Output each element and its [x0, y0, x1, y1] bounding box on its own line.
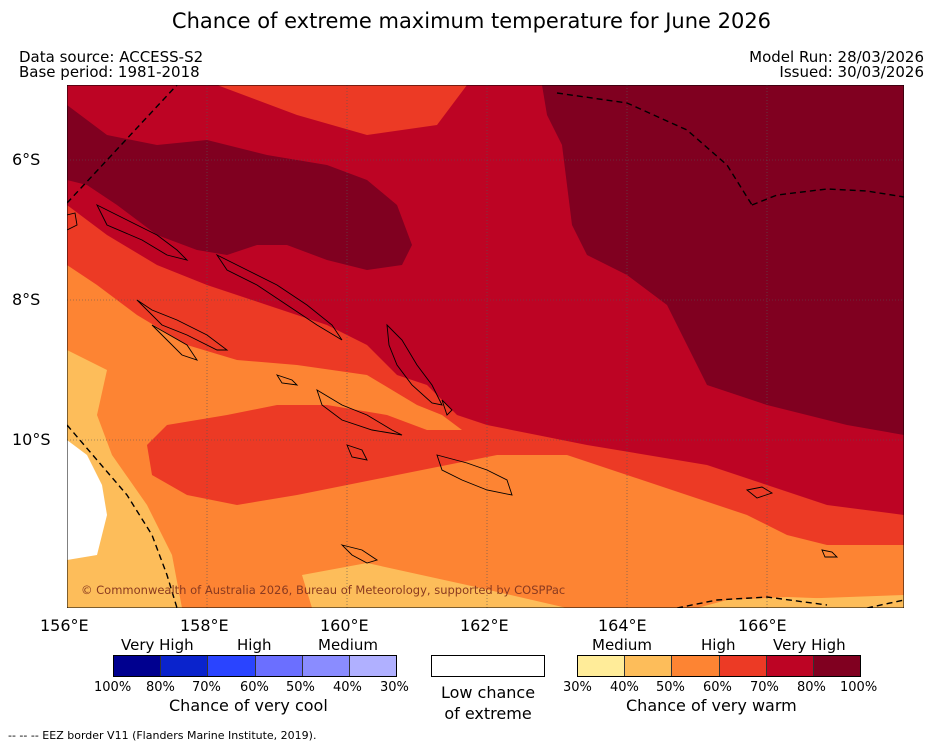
cool-tick-40: 40% — [333, 680, 362, 695]
zone-low — [67, 440, 107, 560]
cool-cat-very-high: Very High — [121, 636, 194, 654]
copyright-notice: © Commonwealth of Australia 2026, Bureau… — [81, 583, 566, 597]
model-run: Model Run: 28/03/2026 — [749, 48, 924, 66]
cool-tick-100: 100% — [94, 680, 132, 695]
cool-cat-high: High — [237, 636, 272, 654]
low-chance-swatch — [431, 655, 545, 677]
data-source: Data source: ACCESS-S2 — [19, 48, 204, 66]
eez-footnote: -- -- -- EEZ border V11 (Flanders Marine… — [8, 729, 317, 742]
low-chance-label: Low chance of extreme — [431, 682, 545, 724]
cool-tick-50: 50% — [286, 680, 315, 695]
warm-swatch-3 — [672, 656, 720, 676]
warm-tick-50: 50% — [656, 680, 685, 695]
zone-80-100-west — [67, 105, 412, 270]
islands — [67, 203, 839, 564]
issued-date: Issued: 30/03/2026 — [779, 63, 924, 81]
warm-cat-medium: Medium — [592, 636, 652, 654]
cool-legend-title: Chance of very cool — [169, 696, 328, 715]
warm-colorbar — [577, 655, 861, 677]
warm-swatch-6 — [813, 656, 861, 676]
base-period: Base period: 1981-2018 — [19, 63, 200, 81]
cool-tick-30: 30% — [380, 680, 409, 695]
chart-title: Chance of extreme maximum temperature fo… — [171, 9, 772, 33]
lon-label-166e: 166°E — [738, 616, 787, 635]
warm-tick-100: 100% — [840, 680, 878, 695]
cool-colorbar — [113, 655, 397, 677]
lat-label-10s: 10°S — [12, 430, 51, 449]
cool-swatch-2 — [161, 656, 209, 676]
warm-cat-very-high: Very High — [773, 636, 846, 654]
cool-swatch-6 — [349, 656, 397, 676]
warm-swatch-2 — [625, 656, 673, 676]
warm-tick-70: 70% — [750, 680, 779, 695]
lon-label-160e: 160°E — [320, 616, 369, 635]
cool-swatch-1 — [114, 656, 162, 676]
warm-tick-30: 30% — [563, 680, 592, 695]
low-chance-line1: Low chance — [440, 683, 536, 702]
warm-legend-title: Chance of very warm — [626, 696, 797, 715]
cool-swatch-5 — [302, 656, 350, 676]
warm-tick-40: 40% — [610, 680, 639, 695]
warm-swatch-5 — [766, 656, 814, 676]
low-chance-line2: of extreme — [444, 704, 532, 723]
meta-right: Model Run: 28/03/2026 Issued: 30/03/2026 — [749, 50, 924, 80]
cool-tick-70: 70% — [192, 680, 221, 695]
forecast-map — [67, 85, 904, 608]
cool-swatch-3 — [208, 656, 256, 676]
warm-tick-60: 60% — [703, 680, 732, 695]
cool-swatch-4 — [255, 656, 303, 676]
lat-label-8s: 8°S — [12, 290, 41, 309]
warm-tick-80: 80% — [797, 680, 826, 695]
eez-border — [67, 85, 904, 608]
lon-label-164e: 164°E — [598, 616, 647, 635]
cool-tick-80: 80% — [146, 680, 175, 695]
warm-swatch-1 — [578, 656, 626, 676]
lon-label-162e: 162°E — [460, 616, 509, 635]
lon-label-158e: 158°E — [180, 616, 229, 635]
lon-label-156e: 156°E — [40, 616, 89, 635]
meta-left: Data source: ACCESS-S2 Base period: 1981… — [19, 50, 203, 80]
warm-swatch-4 — [719, 656, 767, 676]
zone-80-100-east — [542, 85, 904, 435]
lat-label-6s: 6°S — [12, 150, 41, 169]
warm-cat-high: High — [701, 636, 736, 654]
cool-tick-60: 60% — [240, 680, 269, 695]
cool-cat-medium: Medium — [318, 636, 378, 654]
graticule — [67, 85, 904, 608]
